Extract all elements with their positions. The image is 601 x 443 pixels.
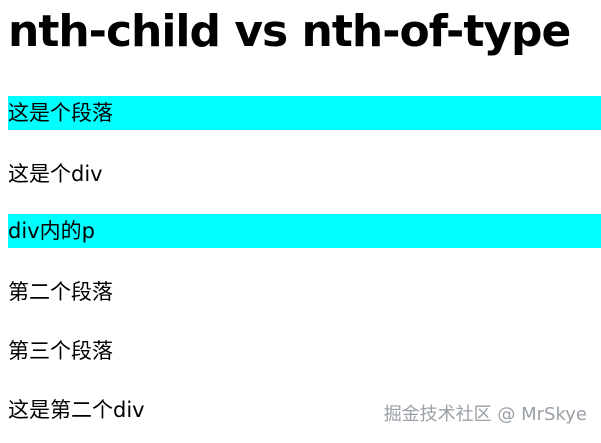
paragraph-first: 这是个段落 — [8, 96, 601, 130]
page-title: nth-child vs nth-of-type — [8, 6, 571, 57]
paragraph-third: 第三个段落 — [8, 339, 113, 363]
paragraph-inside-div: div内的p — [8, 214, 601, 248]
watermark-text: 掘金技术社区 @ MrSkye — [383, 404, 587, 425]
paragraph-second: 第二个段落 — [8, 280, 113, 304]
div-first: 这是个div — [8, 162, 103, 186]
div-second: 这是第二个div — [8, 398, 145, 422]
